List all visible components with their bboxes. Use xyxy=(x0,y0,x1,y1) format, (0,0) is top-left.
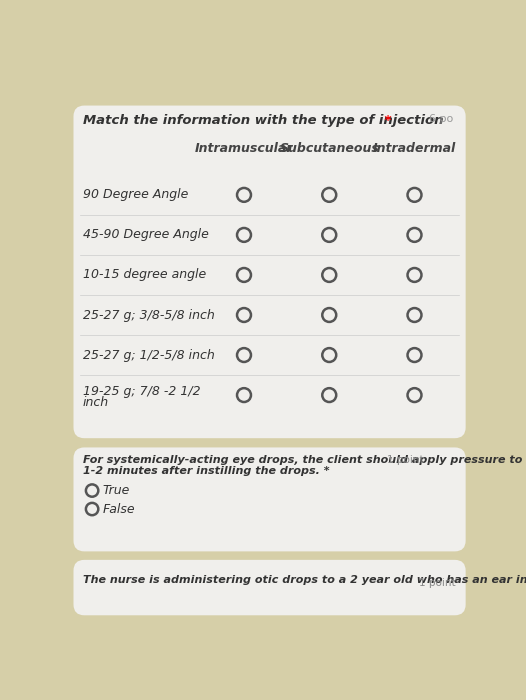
FancyBboxPatch shape xyxy=(74,447,466,552)
Text: 90 Degree Angle: 90 Degree Angle xyxy=(83,188,188,202)
Text: Intradermal: Intradermal xyxy=(373,142,456,155)
Text: For systemically-acting eye drops, the client should apply pressure to the inner: For systemically-acting eye drops, the c… xyxy=(83,455,526,465)
Text: 10-15 degree angle: 10-15 degree angle xyxy=(83,269,206,281)
Text: *: * xyxy=(380,114,392,127)
Text: The nurse is administering otic drops to a 2 year old who has an ear infection. : The nurse is administering otic drops to… xyxy=(83,575,526,585)
Text: Subcutaneous: Subcutaneous xyxy=(279,142,379,155)
Text: 25-27 g; 1/2-5/8 inch: 25-27 g; 1/2-5/8 inch xyxy=(83,349,215,361)
Text: Match the information with the type of injection: Match the information with the type of i… xyxy=(83,114,443,127)
Text: inch: inch xyxy=(83,395,109,409)
Text: 19-25 g; 7/8 -2 1/2: 19-25 g; 7/8 -2 1/2 xyxy=(83,385,200,398)
Text: 25-27 g; 3/8-5/8 inch: 25-27 g; 3/8-5/8 inch xyxy=(83,309,215,321)
Text: 1 point: 1 point xyxy=(419,578,456,588)
Text: 1 point: 1 point xyxy=(387,455,424,465)
Text: 6 po: 6 po xyxy=(429,115,453,125)
FancyBboxPatch shape xyxy=(74,560,466,615)
Text: 45-90 Degree Angle: 45-90 Degree Angle xyxy=(83,228,209,242)
FancyBboxPatch shape xyxy=(74,106,466,438)
Text: False: False xyxy=(103,503,136,515)
Text: True: True xyxy=(103,484,130,497)
Text: Intramuscular: Intramuscular xyxy=(195,142,293,155)
Text: 1-2 minutes after instilling the drops. *: 1-2 minutes after instilling the drops. … xyxy=(83,466,329,475)
